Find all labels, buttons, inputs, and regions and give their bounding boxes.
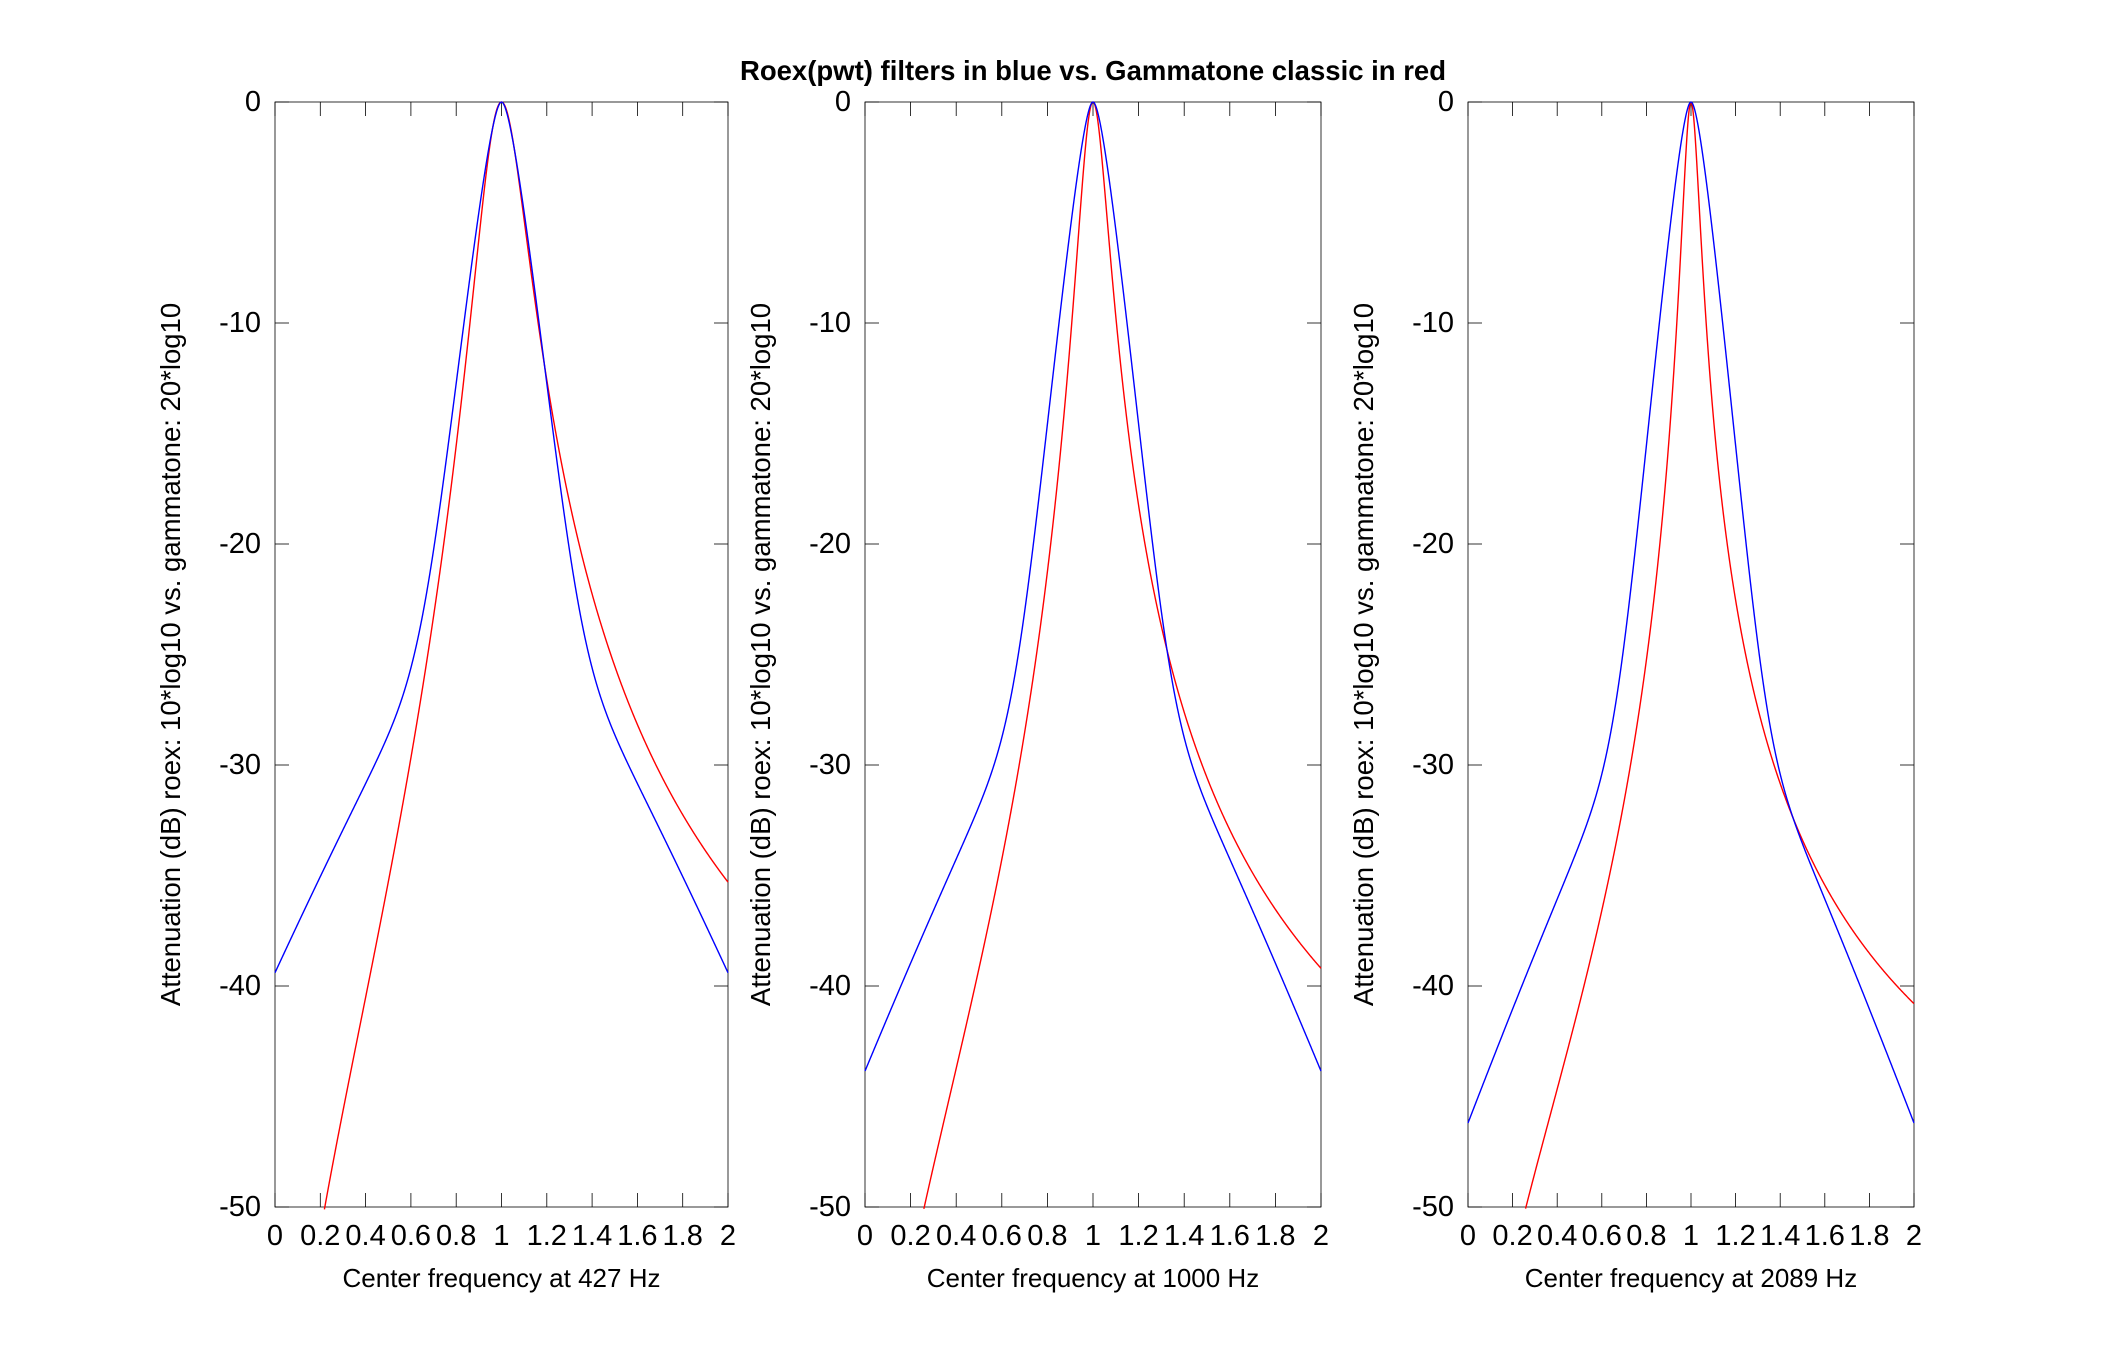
svg-text:-40: -40 <box>219 970 261 1002</box>
svg-text:1.8: 1.8 <box>1255 1220 1295 1252</box>
svg-text:-10: -10 <box>809 307 851 339</box>
svg-text:Attenuation (dB) roex: 10*log1: Attenuation (dB) roex: 10*log10 vs. gamm… <box>1348 303 1379 1006</box>
svg-text:1: 1 <box>1683 1220 1699 1252</box>
svg-text:Roex(pwt) filters in blue vs.: Roex(pwt) filters in blue vs. Gammatone … <box>740 55 1446 86</box>
svg-text:1.2: 1.2 <box>1715 1220 1755 1252</box>
svg-text:0: 0 <box>857 1220 873 1252</box>
svg-text:-10: -10 <box>219 307 261 339</box>
svg-text:0.2: 0.2 <box>890 1220 930 1252</box>
svg-text:1.8: 1.8 <box>1849 1220 1889 1252</box>
svg-text:0: 0 <box>1438 86 1454 118</box>
svg-text:Attenuation (dB) roex: 10*log1: Attenuation (dB) roex: 10*log10 vs. gamm… <box>155 303 186 1006</box>
svg-text:0: 0 <box>245 86 261 118</box>
svg-text:-40: -40 <box>1412 970 1454 1002</box>
svg-text:1.8: 1.8 <box>663 1220 703 1252</box>
svg-text:0.4: 0.4 <box>1537 1220 1577 1252</box>
svg-text:Center frequency at 2089 Hz: Center frequency at 2089 Hz <box>1525 1263 1857 1293</box>
svg-text:0.6: 0.6 <box>982 1220 1022 1252</box>
svg-text:2: 2 <box>720 1220 736 1252</box>
svg-text:-20: -20 <box>219 528 261 560</box>
svg-text:-30: -30 <box>219 749 261 781</box>
svg-text:1.4: 1.4 <box>1760 1220 1800 1252</box>
svg-text:0.6: 0.6 <box>391 1220 431 1252</box>
svg-text:-20: -20 <box>809 528 851 560</box>
svg-text:0.8: 0.8 <box>1626 1220 1666 1252</box>
svg-text:0: 0 <box>835 86 851 118</box>
svg-text:2: 2 <box>1313 1220 1329 1252</box>
svg-text:-30: -30 <box>1412 749 1454 781</box>
svg-text:0.8: 0.8 <box>1027 1220 1067 1252</box>
svg-text:-10: -10 <box>1412 307 1454 339</box>
svg-text:0.8: 0.8 <box>436 1220 476 1252</box>
svg-text:1.6: 1.6 <box>1805 1220 1845 1252</box>
svg-text:1.4: 1.4 <box>572 1220 612 1252</box>
svg-text:0: 0 <box>267 1220 283 1252</box>
svg-text:-30: -30 <box>809 749 851 781</box>
svg-text:1.6: 1.6 <box>617 1220 657 1252</box>
svg-text:Attenuation (dB) roex: 10*log1: Attenuation (dB) roex: 10*log10 vs. gamm… <box>745 303 776 1006</box>
svg-text:1: 1 <box>1085 1220 1101 1252</box>
svg-text:1.6: 1.6 <box>1210 1220 1250 1252</box>
svg-text:0.4: 0.4 <box>345 1220 385 1252</box>
svg-text:-50: -50 <box>1412 1191 1454 1223</box>
svg-text:1.2: 1.2 <box>1118 1220 1158 1252</box>
svg-text:0.2: 0.2 <box>300 1220 340 1252</box>
svg-text:1.4: 1.4 <box>1164 1220 1204 1252</box>
svg-text:0.6: 0.6 <box>1582 1220 1622 1252</box>
svg-text:0.2: 0.2 <box>1492 1220 1532 1252</box>
svg-text:-50: -50 <box>809 1191 851 1223</box>
svg-text:1: 1 <box>493 1220 509 1252</box>
svg-text:0.4: 0.4 <box>936 1220 976 1252</box>
svg-text:0: 0 <box>1460 1220 1476 1252</box>
svg-text:-50: -50 <box>219 1191 261 1223</box>
svg-text:Center frequency at 1000 Hz: Center frequency at 1000 Hz <box>927 1263 1259 1293</box>
svg-text:Center frequency at 427 Hz: Center frequency at 427 Hz <box>343 1263 661 1293</box>
svg-text:-40: -40 <box>809 970 851 1002</box>
svg-text:1.2: 1.2 <box>527 1220 567 1252</box>
svg-text:2: 2 <box>1906 1220 1922 1252</box>
svg-text:-20: -20 <box>1412 528 1454 560</box>
